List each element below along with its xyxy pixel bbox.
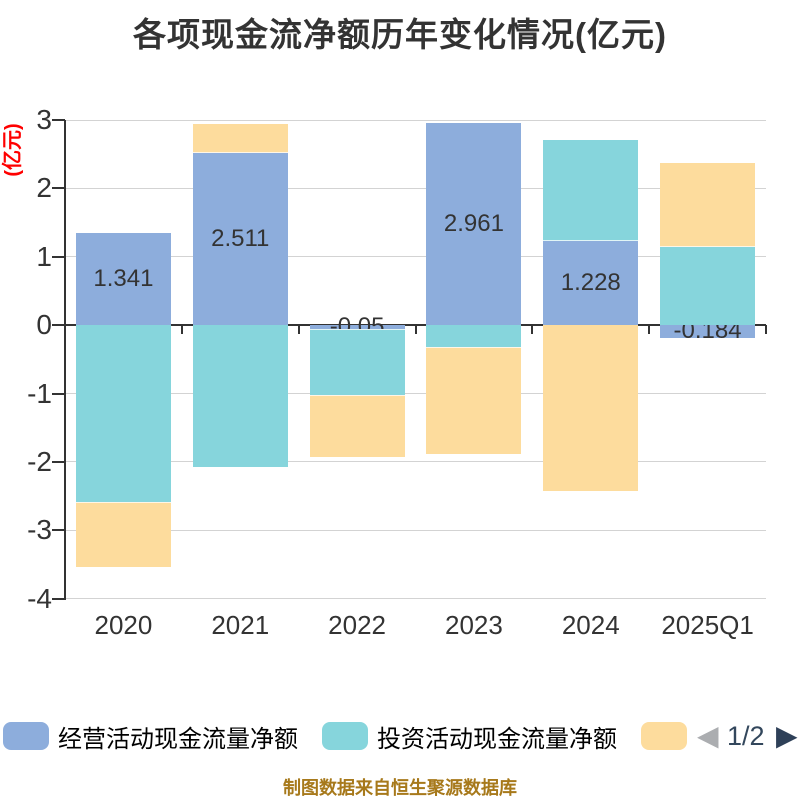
x-axis-label-2022: 2022 — [328, 610, 386, 640]
y-axis-tick-label: -2 — [27, 445, 52, 477]
gridline — [65, 119, 766, 121]
legend-next-arrow-icon[interactable]: ▶ — [776, 720, 798, 751]
gridline — [65, 393, 766, 395]
legend-label-operating: 经营活动现金流量净额 — [58, 725, 298, 753]
y-axis-tick — [52, 392, 65, 395]
bar-2022-series3[interactable] — [309, 394, 405, 458]
y-axis-tick-label: -1 — [27, 377, 52, 409]
y-axis-tick-label: 3 — [36, 104, 52, 135]
legend: 经营活动现金流量净额 投资活动现金流量净额 ◀ 1/2 ▶ — [0, 720, 800, 753]
bar-2021-series1[interactable] — [192, 153, 288, 326]
y-axis-tick — [52, 119, 65, 121]
x-axis-label-2025Q1: 2025Q1 — [661, 610, 754, 640]
legend-item-operating[interactable]: 经营活动现金流量净额 — [3, 722, 298, 753]
bar-2021-series2[interactable] — [192, 325, 288, 467]
bar-2024-series1[interactable] — [543, 241, 639, 326]
bar-2025Q1-series2[interactable] — [660, 246, 756, 326]
bar-2024-series3[interactable] — [543, 325, 639, 491]
legend-page-indicator: 1/2 — [727, 721, 765, 751]
y-axis-tick — [52, 597, 65, 600]
legend-swatch-operating — [3, 722, 49, 750]
legend-swatch-3 — [641, 722, 687, 750]
bar-2023-series1[interactable] — [426, 122, 522, 326]
legend-prev-arrow-icon[interactable]: ◀ — [697, 720, 719, 751]
y-axis-tick — [52, 324, 65, 327]
y-axis-tick-label: 0 — [36, 309, 52, 341]
y-axis-tick-label: 1 — [36, 240, 52, 272]
bar-2023-series2[interactable] — [426, 325, 522, 348]
bar-2020-series1[interactable] — [75, 233, 171, 326]
gridline — [65, 256, 766, 258]
x-axis-tick — [765, 325, 767, 335]
x-axis-tick — [531, 325, 534, 335]
bar-2022-series1[interactable] — [309, 325, 405, 329]
bar-2020-series3[interactable] — [75, 502, 171, 568]
bar-value-label: 2.511 — [211, 225, 270, 253]
y-axis-tick — [52, 255, 65, 258]
x-axis-label-2020: 2020 — [94, 610, 153, 640]
x-axis-tick — [297, 325, 300, 335]
y-axis-line — [64, 120, 66, 600]
y-axis-tick-label: -3 — [27, 514, 52, 546]
x-axis-tick — [414, 325, 417, 335]
x-axis-tick — [180, 325, 183, 335]
y-axis-tick — [52, 460, 65, 463]
x-axis-label-2023: 2023 — [444, 610, 503, 640]
footer-source-note: 制图数据来自恒生聚源数据库 — [283, 778, 517, 798]
x-axis-tick — [648, 325, 651, 335]
x-axis-label-2021: 2021 — [211, 610, 270, 640]
y-axis-tick-label: 2 — [36, 172, 52, 204]
gridline — [65, 598, 766, 600]
y-axis-tick — [52, 187, 65, 190]
legend-swatch-investing — [322, 722, 368, 750]
bar-2025Q1-series1[interactable] — [660, 325, 756, 338]
x-axis-tick — [64, 325, 66, 335]
legend-item-investing[interactable]: 投资活动现金流量净额 — [322, 722, 617, 753]
bar-2020-series2[interactable] — [75, 325, 171, 503]
chart-title: 各项现金流净额历年变化情况(亿元) — [133, 16, 667, 53]
gridline — [65, 529, 766, 531]
bar-2024-series2[interactable] — [543, 139, 639, 242]
bar-2022-series2[interactable] — [309, 328, 405, 395]
legend-item-3[interactable] — [641, 722, 696, 750]
bar-value-label: 2.961 — [443, 209, 504, 237]
bar-value-label: 1.341 — [93, 265, 154, 293]
bar-2021-series3[interactable] — [192, 124, 288, 154]
bar-2023-series3[interactable] — [426, 347, 522, 454]
y-axis-tick-label: -4 — [27, 582, 52, 614]
y-axis-tick — [52, 529, 65, 532]
bar-value-label: 1.228 — [560, 269, 621, 297]
bar-2025Q1-series3[interactable] — [660, 163, 756, 247]
legend-label-investing: 投资活动现金流量净额 — [377, 725, 617, 753]
gridline — [65, 187, 766, 189]
x-axis-label-2024: 2024 — [561, 610, 620, 640]
gridline — [65, 461, 766, 463]
